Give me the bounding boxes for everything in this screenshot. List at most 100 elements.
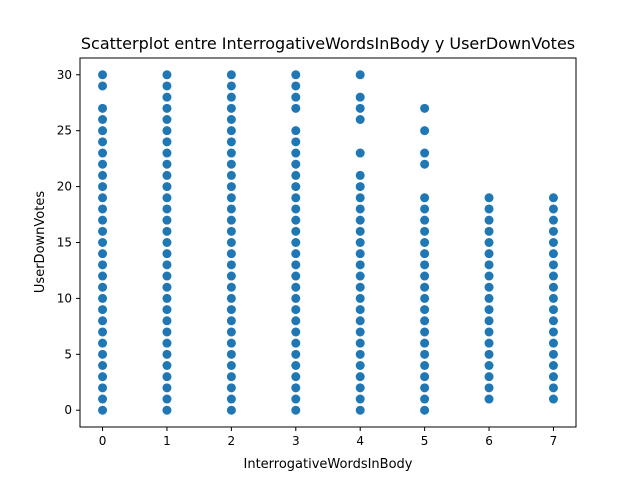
data-point-x6-y4	[484, 361, 494, 370]
data-point-x2-y16	[226, 226, 236, 236]
x-tick-label: 3	[292, 434, 300, 448]
data-point-x1-y14	[162, 249, 172, 259]
data-point-x3-y23	[291, 148, 301, 158]
data-point-x2-y11	[226, 282, 236, 292]
data-point-x3-y4	[291, 361, 301, 370]
data-point-x4-y3	[355, 372, 365, 382]
data-point-x4-y9	[355, 305, 365, 315]
data-point-x1-y28	[162, 92, 172, 102]
data-point-x4-y0	[355, 405, 365, 415]
data-point-x0-y13	[98, 260, 108, 270]
data-point-x7-y8	[548, 316, 558, 326]
data-point-x1-y9	[162, 305, 172, 315]
data-point-x6-y5	[484, 349, 494, 359]
data-point-x1-y5	[162, 349, 172, 359]
data-point-x3-y16	[291, 226, 301, 236]
data-point-x1-y7	[162, 327, 172, 337]
data-point-x7-y1	[548, 394, 558, 404]
data-point-x5-y1	[420, 394, 430, 404]
data-point-x1-y1	[162, 394, 172, 404]
data-point-x7-y2	[548, 383, 558, 393]
data-point-x4-y30	[355, 70, 365, 80]
data-point-x1-y25	[162, 126, 172, 136]
data-point-x6-y17	[484, 215, 494, 225]
data-point-x3-y27	[291, 103, 301, 113]
data-point-x1-y16	[162, 226, 172, 236]
data-point-x2-y9	[226, 305, 236, 315]
data-point-x0-y29	[98, 81, 108, 91]
data-point-x5-y14	[420, 249, 430, 259]
data-point-x5-y6	[420, 338, 430, 348]
data-point-x0-y12	[98, 271, 108, 281]
data-point-x5-y3	[420, 372, 430, 382]
data-point-x2-y28	[226, 92, 236, 102]
data-point-x2-y29	[226, 81, 236, 91]
data-point-x0-y21	[98, 170, 108, 180]
data-point-x3-y30	[291, 70, 301, 80]
data-point-x4-y19	[355, 193, 365, 203]
data-point-x0-y19	[98, 193, 108, 203]
data-point-x7-y10	[548, 293, 558, 303]
data-point-x0-y20	[98, 182, 108, 192]
data-point-x4-y10	[355, 293, 365, 303]
data-point-x0-y16	[98, 226, 108, 236]
x-axis-label: InterrogativeWordsInBody	[244, 457, 413, 472]
data-point-x4-y17	[355, 215, 365, 225]
data-point-x1-y30	[162, 70, 172, 80]
data-point-x4-y8	[355, 316, 365, 326]
y-tick-label: 20	[57, 180, 72, 194]
data-point-x5-y5	[420, 349, 430, 359]
data-points	[98, 70, 558, 415]
data-point-x7-y17	[548, 215, 558, 225]
data-point-x0-y30	[98, 70, 108, 80]
data-point-x2-y17	[226, 215, 236, 225]
data-point-x3-y29	[291, 81, 301, 91]
data-point-x6-y13	[484, 260, 494, 270]
data-point-x3-y10	[291, 293, 301, 303]
data-point-x5-y16	[420, 226, 430, 236]
data-point-x3-y24	[291, 137, 301, 147]
data-point-x5-y25	[420, 126, 430, 136]
x-tick-label: 5	[421, 434, 429, 448]
data-point-x0-y9	[98, 305, 108, 315]
data-point-x2-y12	[226, 271, 236, 281]
data-point-x3-y17	[291, 215, 301, 225]
data-point-x0-y22	[98, 159, 108, 169]
data-point-x0-y7	[98, 327, 108, 337]
data-point-x0-y0	[98, 405, 108, 415]
data-point-x4-y18	[355, 204, 365, 214]
data-point-x7-y11	[548, 282, 558, 292]
data-point-x1-y24	[162, 137, 172, 147]
data-point-x2-y23	[226, 148, 236, 158]
x-tick-label: 6	[485, 434, 493, 448]
data-point-x2-y7	[226, 327, 236, 337]
data-point-x3-y19	[291, 193, 301, 203]
data-point-x6-y9	[484, 305, 494, 315]
data-point-x7-y14	[548, 249, 558, 259]
data-point-x4-y28	[355, 92, 365, 102]
data-point-x2-y22	[226, 159, 236, 169]
data-point-x2-y13	[226, 260, 236, 270]
data-point-x2-y8	[226, 316, 236, 326]
data-point-x1-y3	[162, 372, 172, 382]
data-point-x0-y23	[98, 148, 108, 158]
data-point-x7-y13	[548, 260, 558, 270]
data-point-x5-y27	[420, 103, 430, 113]
data-point-x7-y3	[548, 372, 558, 382]
data-point-x4-y2	[355, 383, 365, 393]
data-point-x5-y7	[420, 327, 430, 337]
data-point-x3-y22	[291, 159, 301, 169]
y-tick-label: 30	[57, 68, 72, 82]
data-point-x4-y6	[355, 338, 365, 348]
y-tick-label: 25	[57, 124, 72, 138]
data-point-x2-y6	[226, 338, 236, 348]
data-point-x0-y27	[98, 103, 108, 113]
data-point-x3-y9	[291, 305, 301, 315]
data-point-x1-y20	[162, 182, 172, 192]
data-point-x3-y21	[291, 170, 301, 180]
data-point-x2-y2	[226, 383, 236, 393]
data-point-x6-y1	[484, 394, 494, 404]
data-point-x4-y26	[355, 115, 365, 124]
data-point-x7-y16	[548, 226, 558, 236]
data-point-x4-y20	[355, 182, 365, 192]
